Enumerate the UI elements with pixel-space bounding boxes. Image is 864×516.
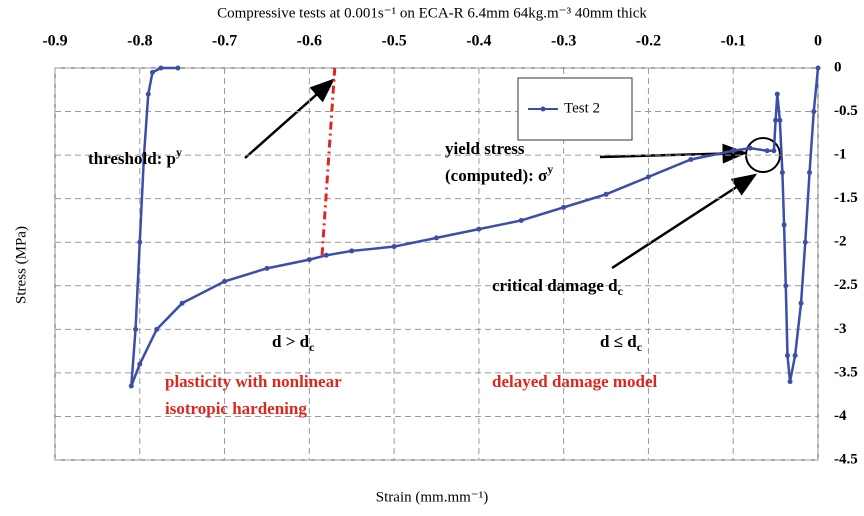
annotation: critical damage dc [492, 276, 624, 298]
x-tick-label: -0.8 [127, 33, 152, 50]
legend-label: Test 2 [564, 100, 600, 116]
annotation-text: threshold: p [88, 149, 176, 168]
x-tick-label: -0.4 [466, 33, 491, 50]
annotation-text: critical damage d [492, 276, 618, 295]
marker [781, 222, 787, 228]
marker [764, 148, 770, 154]
marker [747, 145, 753, 151]
marker [603, 191, 609, 197]
marker [518, 217, 524, 223]
annotation-sup: y [176, 145, 182, 159]
annotation: d > dc [272, 332, 315, 354]
marker [154, 326, 160, 332]
marker [476, 226, 482, 232]
marker [774, 91, 780, 97]
y-tick-label: -1.5 [834, 190, 858, 206]
marker [771, 148, 777, 154]
annotation-text: yield stress [445, 139, 525, 158]
line [130, 66, 820, 387]
y-tick-label: -2.5 [834, 277, 858, 293]
marker [777, 117, 783, 123]
marker [137, 361, 143, 367]
marker [158, 65, 164, 71]
marker [783, 283, 789, 289]
annotation-text: delayed damage model [492, 372, 658, 391]
annotation-text: (computed): σ [445, 166, 548, 185]
x-tick-label: -0.5 [381, 33, 406, 50]
annotation: plasticity with nonlinear [165, 372, 342, 391]
marker [798, 300, 804, 306]
y-tick-label: -2 [834, 234, 847, 250]
marker [561, 204, 567, 210]
x-tick-label: -0.7 [212, 33, 237, 50]
annotation: isotropic hardening [165, 399, 307, 418]
x-tick-label: -0.3 [551, 33, 576, 50]
chart-title: Compressive tests at 0.001s⁻¹ on ECA-R 6… [217, 5, 647, 21]
marker [264, 265, 270, 271]
x-axis-label: Strain (mm.mm⁻¹) [376, 489, 488, 505]
marker [137, 239, 143, 245]
annotation-text: d > d [272, 332, 310, 351]
x-tick-label: -0.6 [297, 33, 322, 50]
annotation: (computed): σy [445, 162, 553, 185]
marker [802, 239, 808, 245]
y-tick-label: -0.5 [834, 103, 858, 119]
marker [175, 65, 181, 71]
marker [323, 252, 329, 258]
y-tick-label: -4 [834, 408, 847, 424]
marker [773, 117, 779, 123]
marker [179, 300, 185, 306]
marker [645, 174, 651, 180]
marker [730, 148, 736, 154]
x-tick-label: -0.2 [636, 33, 661, 50]
y-tick-label: -4.5 [834, 451, 858, 467]
y-tick-label: -3.5 [834, 364, 858, 380]
y-tick-label: 0 [834, 59, 842, 75]
marker [222, 278, 228, 284]
annotation: d ≤ dc [600, 332, 643, 354]
marker [792, 352, 798, 358]
annotation-text: d ≤ d [600, 332, 637, 351]
marker [391, 244, 397, 250]
y-axis-label: Stress (MPa) [13, 226, 29, 304]
marker [306, 257, 312, 263]
marker [779, 170, 785, 176]
marker [807, 170, 813, 176]
annotation: yield stress [445, 139, 525, 158]
marker [145, 91, 151, 97]
legend-marker [540, 106, 546, 112]
annotation: delayed damage model [492, 372, 658, 391]
arrow [244, 78, 335, 159]
marker [811, 109, 817, 115]
arrow [611, 173, 758, 270]
y-tick-label: -3 [834, 321, 847, 337]
annotation-sub: c [618, 284, 624, 298]
marker [815, 65, 821, 71]
annotation-sub: c [637, 340, 643, 354]
marker [149, 69, 155, 75]
annotation: threshold: py [88, 145, 182, 168]
marker [688, 156, 694, 162]
marker [349, 248, 355, 254]
x-tick-label: -0.1 [721, 33, 746, 50]
line [320, 67, 337, 256]
marker [128, 383, 134, 389]
marker [434, 235, 439, 241]
marker [141, 152, 147, 158]
y-tick-label: -1 [834, 147, 847, 163]
x-tick-label: 0 [814, 33, 822, 50]
annotation-text: plasticity with nonlinear [165, 372, 342, 391]
x-tick-label: -0.9 [42, 33, 67, 50]
annotation-text: isotropic hardening [165, 399, 307, 418]
marker [133, 326, 139, 332]
marker [787, 379, 793, 385]
annotation-sub: c [309, 340, 315, 354]
annotation-sup: y [547, 162, 553, 176]
marker [784, 352, 790, 358]
